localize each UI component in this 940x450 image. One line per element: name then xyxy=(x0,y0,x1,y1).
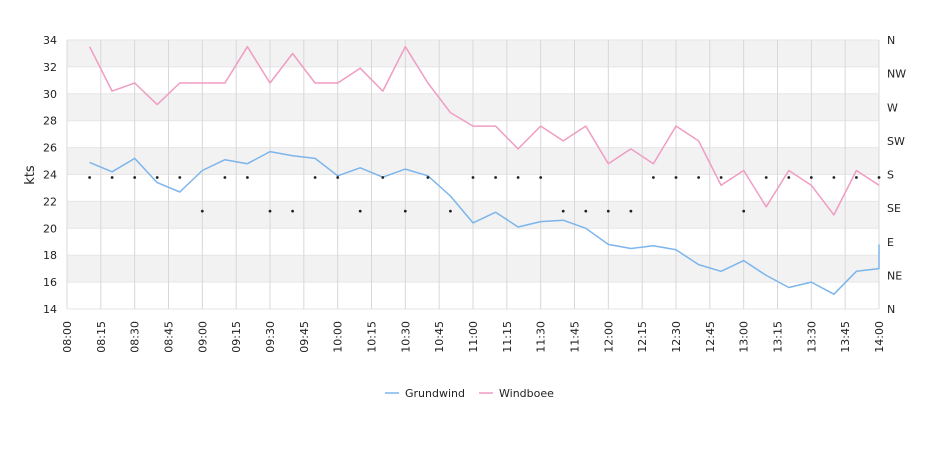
x-tick-label: 12:30 xyxy=(670,321,683,353)
direction-markers xyxy=(88,176,881,213)
x-tick-label: 11:00 xyxy=(467,321,480,353)
direction-marker xyxy=(516,176,520,179)
x-tick-label: 08:30 xyxy=(129,321,142,353)
x-tick-label: 08:45 xyxy=(163,321,176,353)
y2-tick-label: SW xyxy=(887,135,905,148)
direction-marker xyxy=(291,209,294,213)
direction-marker xyxy=(88,176,91,179)
y2-tick-label: N xyxy=(887,34,895,47)
direction-marker xyxy=(403,209,407,213)
x-tick-label: 12:00 xyxy=(602,321,615,353)
direction-marker xyxy=(674,176,678,179)
x-tick-label: 08:15 xyxy=(95,321,108,353)
x-tick-label: 09:15 xyxy=(230,321,243,353)
x-tick-label: 13:30 xyxy=(805,321,818,353)
direction-marker xyxy=(246,176,249,179)
x-tick-label: 09:00 xyxy=(196,321,209,353)
direction-marker xyxy=(494,176,497,179)
direction-marker xyxy=(787,176,791,179)
x-tick-label: 11:15 xyxy=(501,321,514,353)
x-tick-label: 09:30 xyxy=(264,321,277,353)
y-tick-label: 22 xyxy=(43,195,57,208)
x-tick-label: 12:45 xyxy=(704,321,717,353)
direction-marker xyxy=(426,176,430,179)
direction-marker xyxy=(155,176,159,179)
y-tick-label: 34 xyxy=(43,34,57,47)
series-lines xyxy=(88,45,880,295)
x-tick-label: 13:15 xyxy=(772,321,785,353)
x-tick-label: 14:00 xyxy=(873,321,886,353)
direction-marker xyxy=(200,209,204,213)
x-tick-label: 13:45 xyxy=(839,321,852,353)
y2-tick-label: NE xyxy=(887,269,902,282)
direction-marker xyxy=(584,209,588,213)
direction-marker xyxy=(629,209,633,213)
direction-marker xyxy=(855,176,858,179)
y2-tick-label: S xyxy=(887,169,894,182)
y-tick-label: 20 xyxy=(43,222,57,235)
direction-marker xyxy=(606,209,610,213)
y-tick-label: 30 xyxy=(43,88,57,101)
y-tick-label: 16 xyxy=(43,276,57,289)
direction-marker xyxy=(178,176,182,179)
x-tick-label: 10:00 xyxy=(332,321,345,353)
y-tick-label: 32 xyxy=(43,61,57,74)
direction-marker xyxy=(381,176,385,179)
x-tick-label: 12:15 xyxy=(636,321,649,353)
direction-marker xyxy=(336,176,340,179)
y2-tick-label: E xyxy=(887,236,894,249)
y-axis-right-direction: N NE E SE S SW W NW N xyxy=(887,34,906,316)
direction-marker xyxy=(832,176,836,179)
direction-marker xyxy=(561,209,565,213)
direction-marker xyxy=(742,209,746,213)
direction-marker xyxy=(223,176,227,179)
y2-tick-label: N xyxy=(887,303,895,316)
x-axis: 08:00 08:15 08:30 08:45 09:00 09:15 09:30 09:45… xyxy=(61,321,886,353)
y-tick-label: 24 xyxy=(43,169,57,182)
legend-label: Grundwind xyxy=(405,387,465,400)
x-tick-label: 10:30 xyxy=(399,321,412,353)
y2-tick-label: SE xyxy=(887,202,901,215)
y-tick-label: 14 xyxy=(43,303,57,316)
direction-marker xyxy=(877,176,881,179)
y-tick-label: 18 xyxy=(43,249,57,262)
grid-lines xyxy=(66,39,880,310)
legend-label: Windboee xyxy=(499,387,554,400)
y-axis-title: kts xyxy=(23,165,38,185)
y-tick-label: 26 xyxy=(43,142,57,155)
y2-tick-label: W xyxy=(887,101,898,114)
x-tick-label: 10:15 xyxy=(366,321,379,353)
direction-marker xyxy=(539,176,543,179)
series-line-grundwind xyxy=(89,150,880,295)
legend: Grundwind Windboee xyxy=(385,387,554,400)
x-tick-label: 11:30 xyxy=(535,321,548,353)
direction-marker xyxy=(719,176,723,179)
x-tick-label: 08:00 xyxy=(61,321,74,353)
y-tick-label: 28 xyxy=(43,115,57,128)
direction-marker xyxy=(313,176,317,179)
direction-marker xyxy=(697,176,700,179)
direction-marker xyxy=(471,176,475,179)
direction-marker xyxy=(358,209,362,213)
direction-marker xyxy=(110,176,114,179)
x-tick-label: 13:00 xyxy=(738,321,751,353)
direction-marker xyxy=(449,209,452,213)
direction-marker xyxy=(764,176,768,179)
series-line-windboee xyxy=(88,45,880,216)
direction-marker xyxy=(268,209,272,213)
direction-marker xyxy=(652,176,655,179)
x-tick-label: 10:45 xyxy=(433,321,446,353)
direction-marker xyxy=(133,176,137,179)
x-tick-label: 09:45 xyxy=(298,321,311,353)
y2-tick-label: NW xyxy=(887,68,906,81)
direction-marker xyxy=(809,176,813,179)
x-tick-label: 11:45 xyxy=(569,321,582,353)
y-axis-left: 14 16 18 20 22 24 26 28 30 32 34 xyxy=(43,34,57,316)
